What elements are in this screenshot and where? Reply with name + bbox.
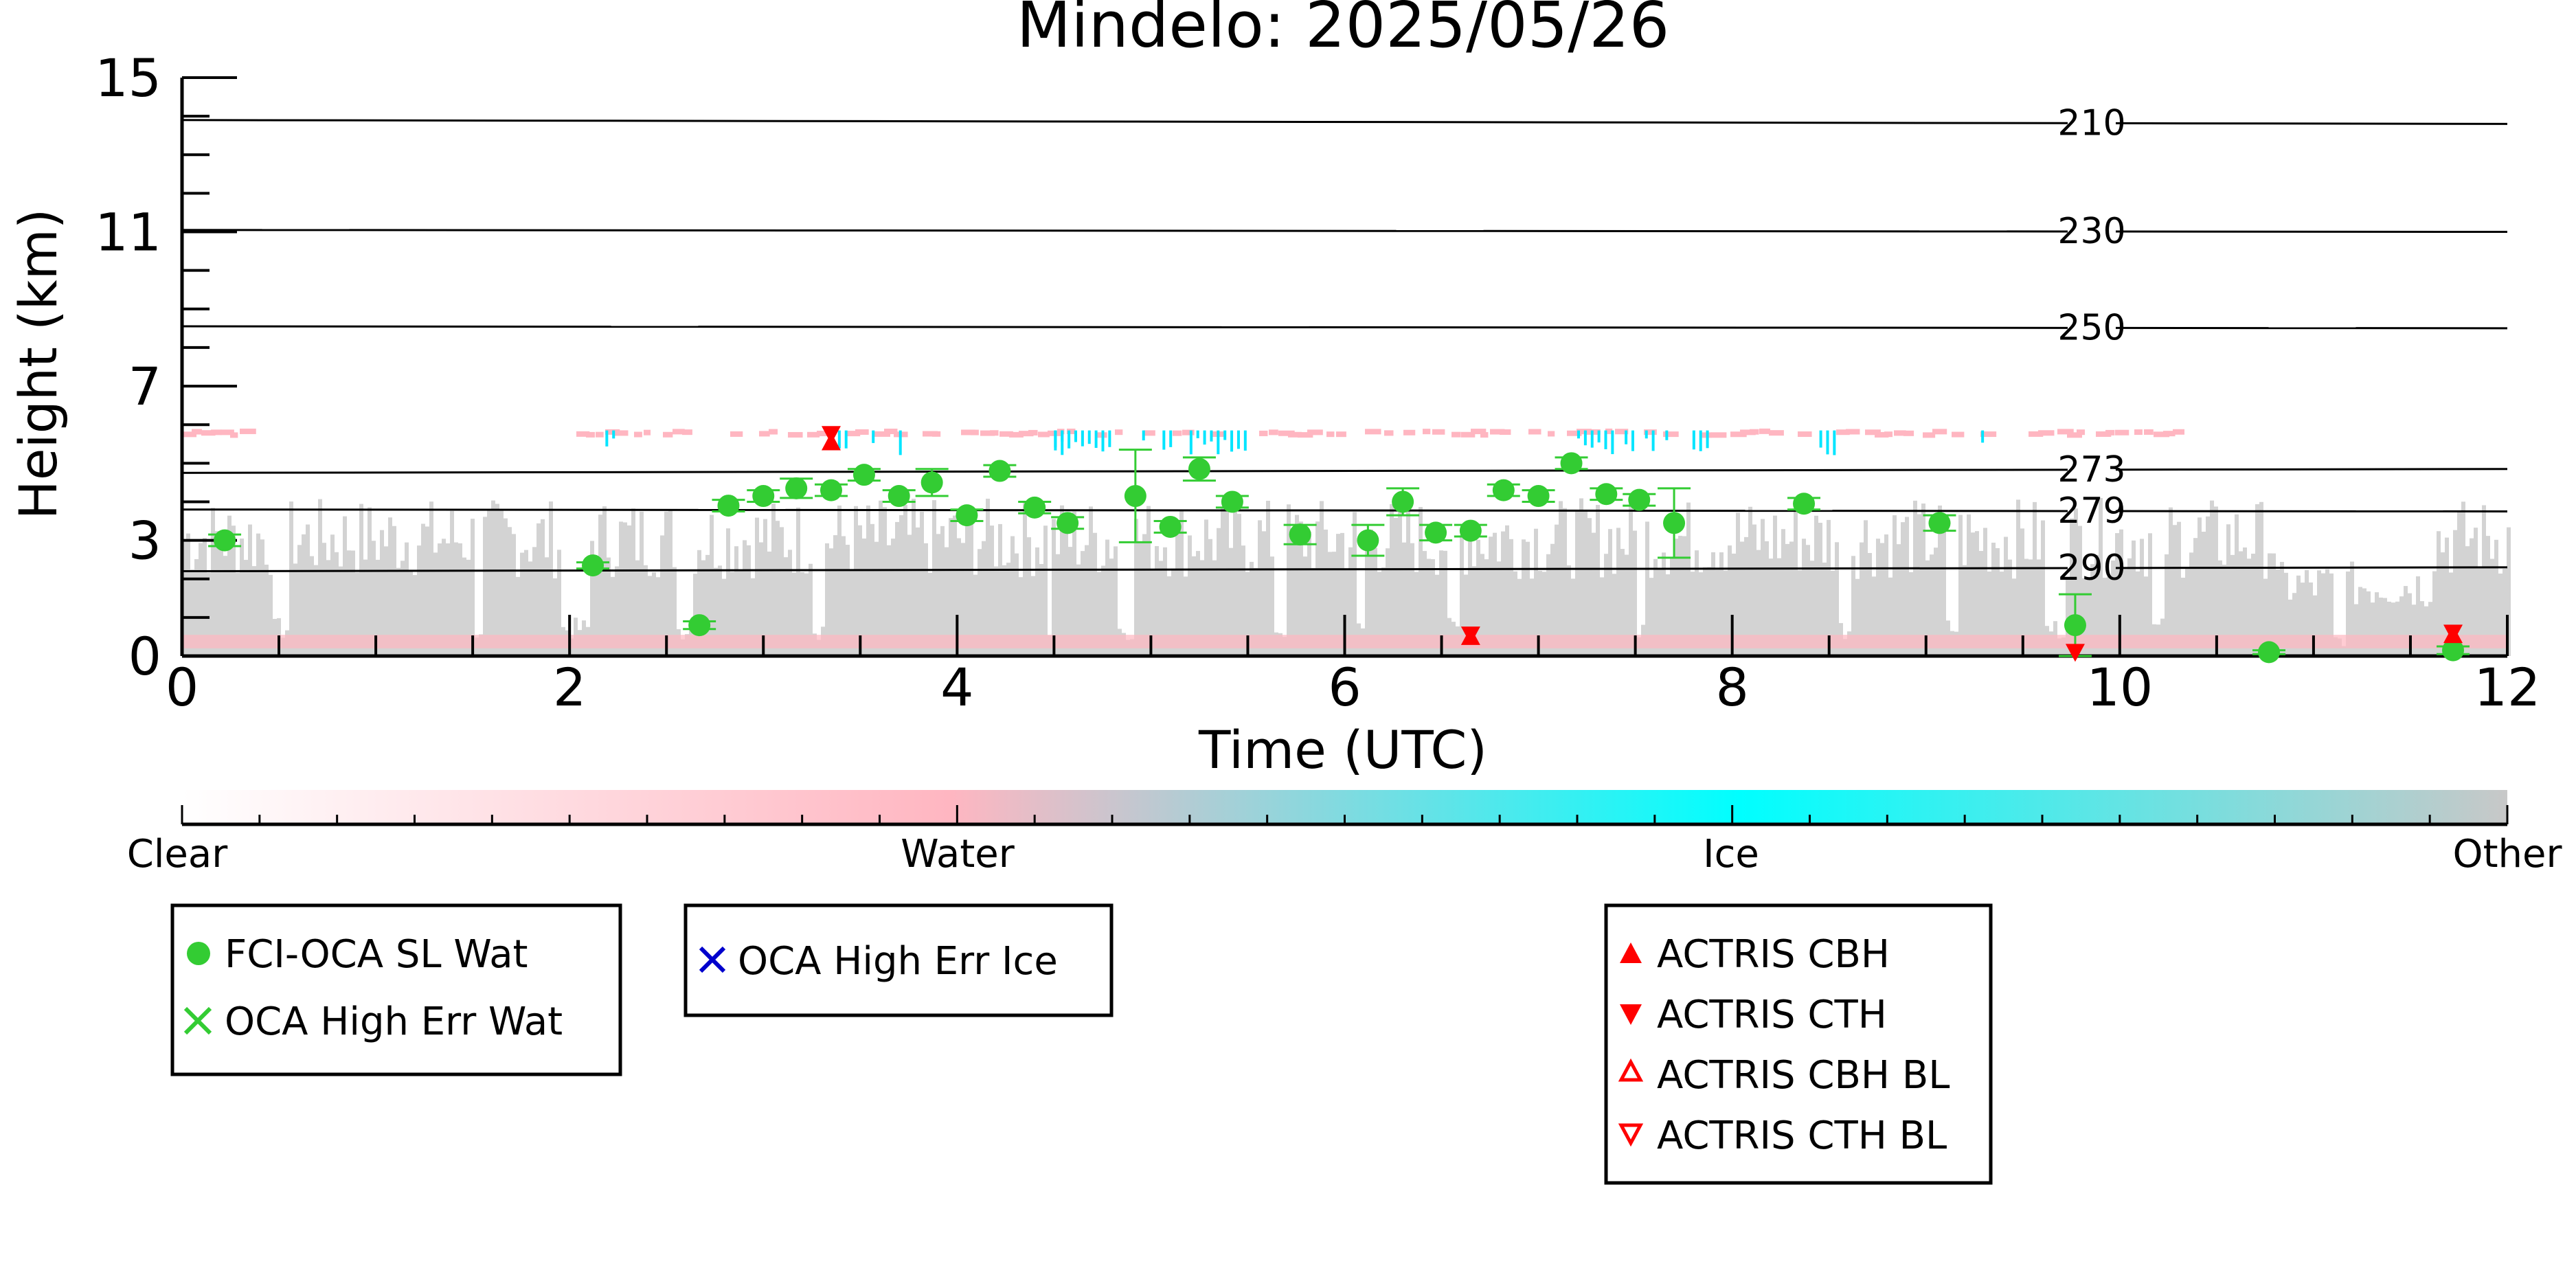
actris-cth-point-2 — [2443, 624, 2463, 643]
colorbar-label-clear: Clear — [127, 832, 228, 877]
legend-marker-cth — [1620, 1004, 1642, 1025]
legend-label-fci-oca: FCI-OCA SL Wat — [225, 932, 528, 977]
x-tick-label-2: 2 — [553, 657, 586, 718]
isotherm-line-230 — [181, 229, 2068, 233]
plot-axes: 0 3 7 11 15 0 2 4 6 8 10 12 — [95, 47, 2540, 718]
fci-oca-point-25 — [1560, 452, 1583, 475]
isotherm-line-279 — [181, 508, 2068, 512]
isotherm-label-279: 279 — [2057, 490, 2125, 532]
fci-oca-point-21 — [1425, 521, 1447, 544]
fci-oca-point-27 — [1628, 488, 1651, 511]
fci-oca-point-20 — [1392, 490, 1414, 513]
x-tick-label-0: 0 — [166, 657, 199, 718]
isotherm-label-230: 230 — [2057, 211, 2125, 252]
y-tick-label-3: 3 — [128, 510, 161, 572]
x-tick-label-12: 12 — [2474, 657, 2541, 718]
x-tick-label-4: 4 — [940, 657, 973, 718]
isotherm-label-273: 273 — [2057, 449, 2125, 490]
legend-label-high-err-ice: OCA High Err Ice — [738, 939, 1058, 984]
legend-label-high-err-wat: OCA High Err Wat — [225, 999, 563, 1044]
fci-oca-point-30 — [1928, 512, 1951, 534]
fci-oca-point-9 — [920, 471, 943, 494]
fci-oca-point-29 — [1793, 493, 1816, 515]
y-tick-label-0: 0 — [128, 626, 161, 687]
fci-oca-point-7 — [852, 464, 875, 486]
fci-oca-point-5 — [785, 477, 808, 499]
fci-oca-point-23 — [1492, 479, 1515, 501]
fci-oca-point-31 — [2064, 614, 2086, 637]
isotherm-label-250: 250 — [2057, 307, 2125, 348]
fci-oca-point-16 — [1188, 457, 1210, 480]
legend-middle: OCA High Err Ice — [683, 903, 1114, 1017]
isotherm-line-210 — [181, 119, 2068, 124]
isotherm-line-273-right — [2115, 468, 2508, 471]
fci-oca-point-28 — [1663, 512, 1686, 534]
fci-oca-point-6 — [820, 479, 842, 501]
legend-label-cth: ACTRIS CTH — [1657, 993, 1887, 1037]
fci-oca-point-3 — [717, 495, 740, 517]
fci-oca-point-24 — [1527, 485, 1550, 508]
fci-oca-point-26 — [1595, 483, 1618, 506]
x-tick-label-10: 10 — [2086, 657, 2153, 718]
fci-oca-point-0 — [214, 529, 236, 552]
colorbar-label-ice: Ice — [1703, 832, 1759, 877]
y-tick-label-7: 7 — [128, 356, 161, 417]
legend-label-cbh: ACTRIS CBH — [1657, 932, 1890, 977]
data-markers — [208, 426, 2470, 664]
isotherm-label-290: 290 — [2057, 547, 2125, 589]
fci-oca-point-8 — [888, 485, 910, 508]
actris-cth-point-3 — [2065, 644, 2085, 662]
colorbar-ticks — [181, 805, 2509, 824]
isotherm-line-210-right — [2115, 122, 2508, 125]
fci-oca-point-13 — [1057, 512, 1079, 534]
legend-marker-cth-bl — [1618, 1123, 1644, 1147]
isotherm-line-250 — [181, 325, 2068, 329]
isotherm-line-290 — [181, 567, 2068, 573]
colorbar: Clear Water Ice Other — [127, 790, 2562, 877]
x-axis-label: Time (UTC) — [1198, 719, 1487, 780]
legend-right: ACTRIS CBH ACTRIS CTH ACTRIS CBH BL ACTR… — [1604, 903, 1993, 1185]
fci-oca-point-14 — [1124, 485, 1146, 508]
isotherm-line-273 — [181, 468, 2068, 474]
colorbar-label-other: Other — [2452, 832, 2562, 877]
fci-oca-point-22 — [1459, 519, 1482, 542]
chart-title: Mindelo: 2025/05/26 — [1017, 0, 1670, 62]
legend-label-cbh-bl: ACTRIS CBH BL — [1657, 1053, 1950, 1098]
legend-left: FCI-OCA SL Wat OCA High Err Wat — [170, 903, 622, 1076]
legend-marker-cbh — [1620, 942, 1642, 963]
y-axis-label: Height (km) — [8, 209, 69, 520]
legend-marker-cbh-bl — [1618, 1058, 1644, 1082]
isotherm-label-210: 210 — [2057, 102, 2125, 144]
fci-oca-point-18 — [1289, 523, 1311, 546]
fci-oca-point-33 — [2442, 639, 2465, 662]
classification-background — [182, 428, 2511, 656]
fci-oca-point-11 — [988, 460, 1011, 482]
actris-cth-point-0 — [821, 426, 841, 444]
fci-oca-point-2 — [688, 614, 711, 637]
y-tick-label-15: 15 — [95, 47, 161, 109]
x-tick-label-8: 8 — [1715, 657, 1748, 718]
fci-oca-point-4 — [752, 485, 775, 508]
actris-cth-point-1 — [1460, 626, 1480, 645]
fci-oca-point-1 — [582, 554, 605, 577]
legend-marker-high-err-ice — [699, 946, 726, 973]
legend-marker-fci-oca — [187, 942, 210, 965]
fci-oca-point-32 — [2258, 641, 2281, 664]
fci-oca-point-19 — [1357, 529, 1379, 552]
fci-oca-point-17 — [1221, 490, 1243, 513]
x-tick-label-6: 6 — [1328, 657, 1361, 718]
fci-oca-point-12 — [1024, 496, 1046, 519]
y-tick-label-11: 11 — [95, 202, 161, 263]
legend-marker-high-err-wat — [183, 1006, 212, 1035]
fci-oca-point-10 — [956, 504, 978, 527]
isotherm-line-290-right — [2115, 566, 2508, 569]
legend-label-cth-bl: ACTRIS CTH BL — [1657, 1114, 1947, 1158]
colorbar-label-water: Water — [901, 832, 1015, 877]
fci-oca-point-15 — [1159, 515, 1182, 538]
